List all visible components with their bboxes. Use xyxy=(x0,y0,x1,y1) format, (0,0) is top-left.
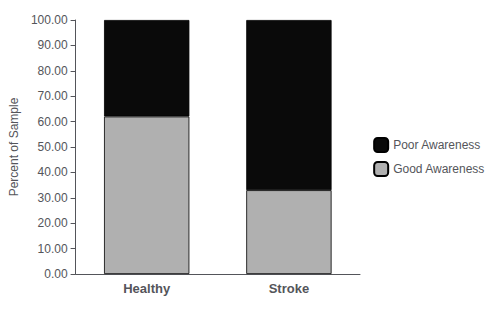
svg-text:100.00: 100.00 xyxy=(31,13,68,27)
svg-text:60.00: 60.00 xyxy=(38,115,68,129)
svg-text:70.00: 70.00 xyxy=(38,89,68,103)
svg-text:0.00: 0.00 xyxy=(44,267,68,281)
svg-text:Good Awareness: Good Awareness xyxy=(393,162,484,176)
svg-text:90.00: 90.00 xyxy=(38,38,68,52)
svg-text:80.00: 80.00 xyxy=(38,64,68,78)
svg-text:Healthy: Healthy xyxy=(123,281,171,296)
svg-text:Percent of Sample: Percent of Sample xyxy=(7,97,21,196)
svg-text:30.00: 30.00 xyxy=(38,191,68,205)
svg-text:50.00: 50.00 xyxy=(38,140,68,154)
svg-text:Poor Awareness: Poor Awareness xyxy=(393,138,480,152)
svg-text:20.00: 20.00 xyxy=(38,216,68,230)
svg-text:40.00: 40.00 xyxy=(38,165,68,179)
svg-text:Stroke: Stroke xyxy=(269,281,309,296)
svg-text:10.00: 10.00 xyxy=(38,242,68,256)
